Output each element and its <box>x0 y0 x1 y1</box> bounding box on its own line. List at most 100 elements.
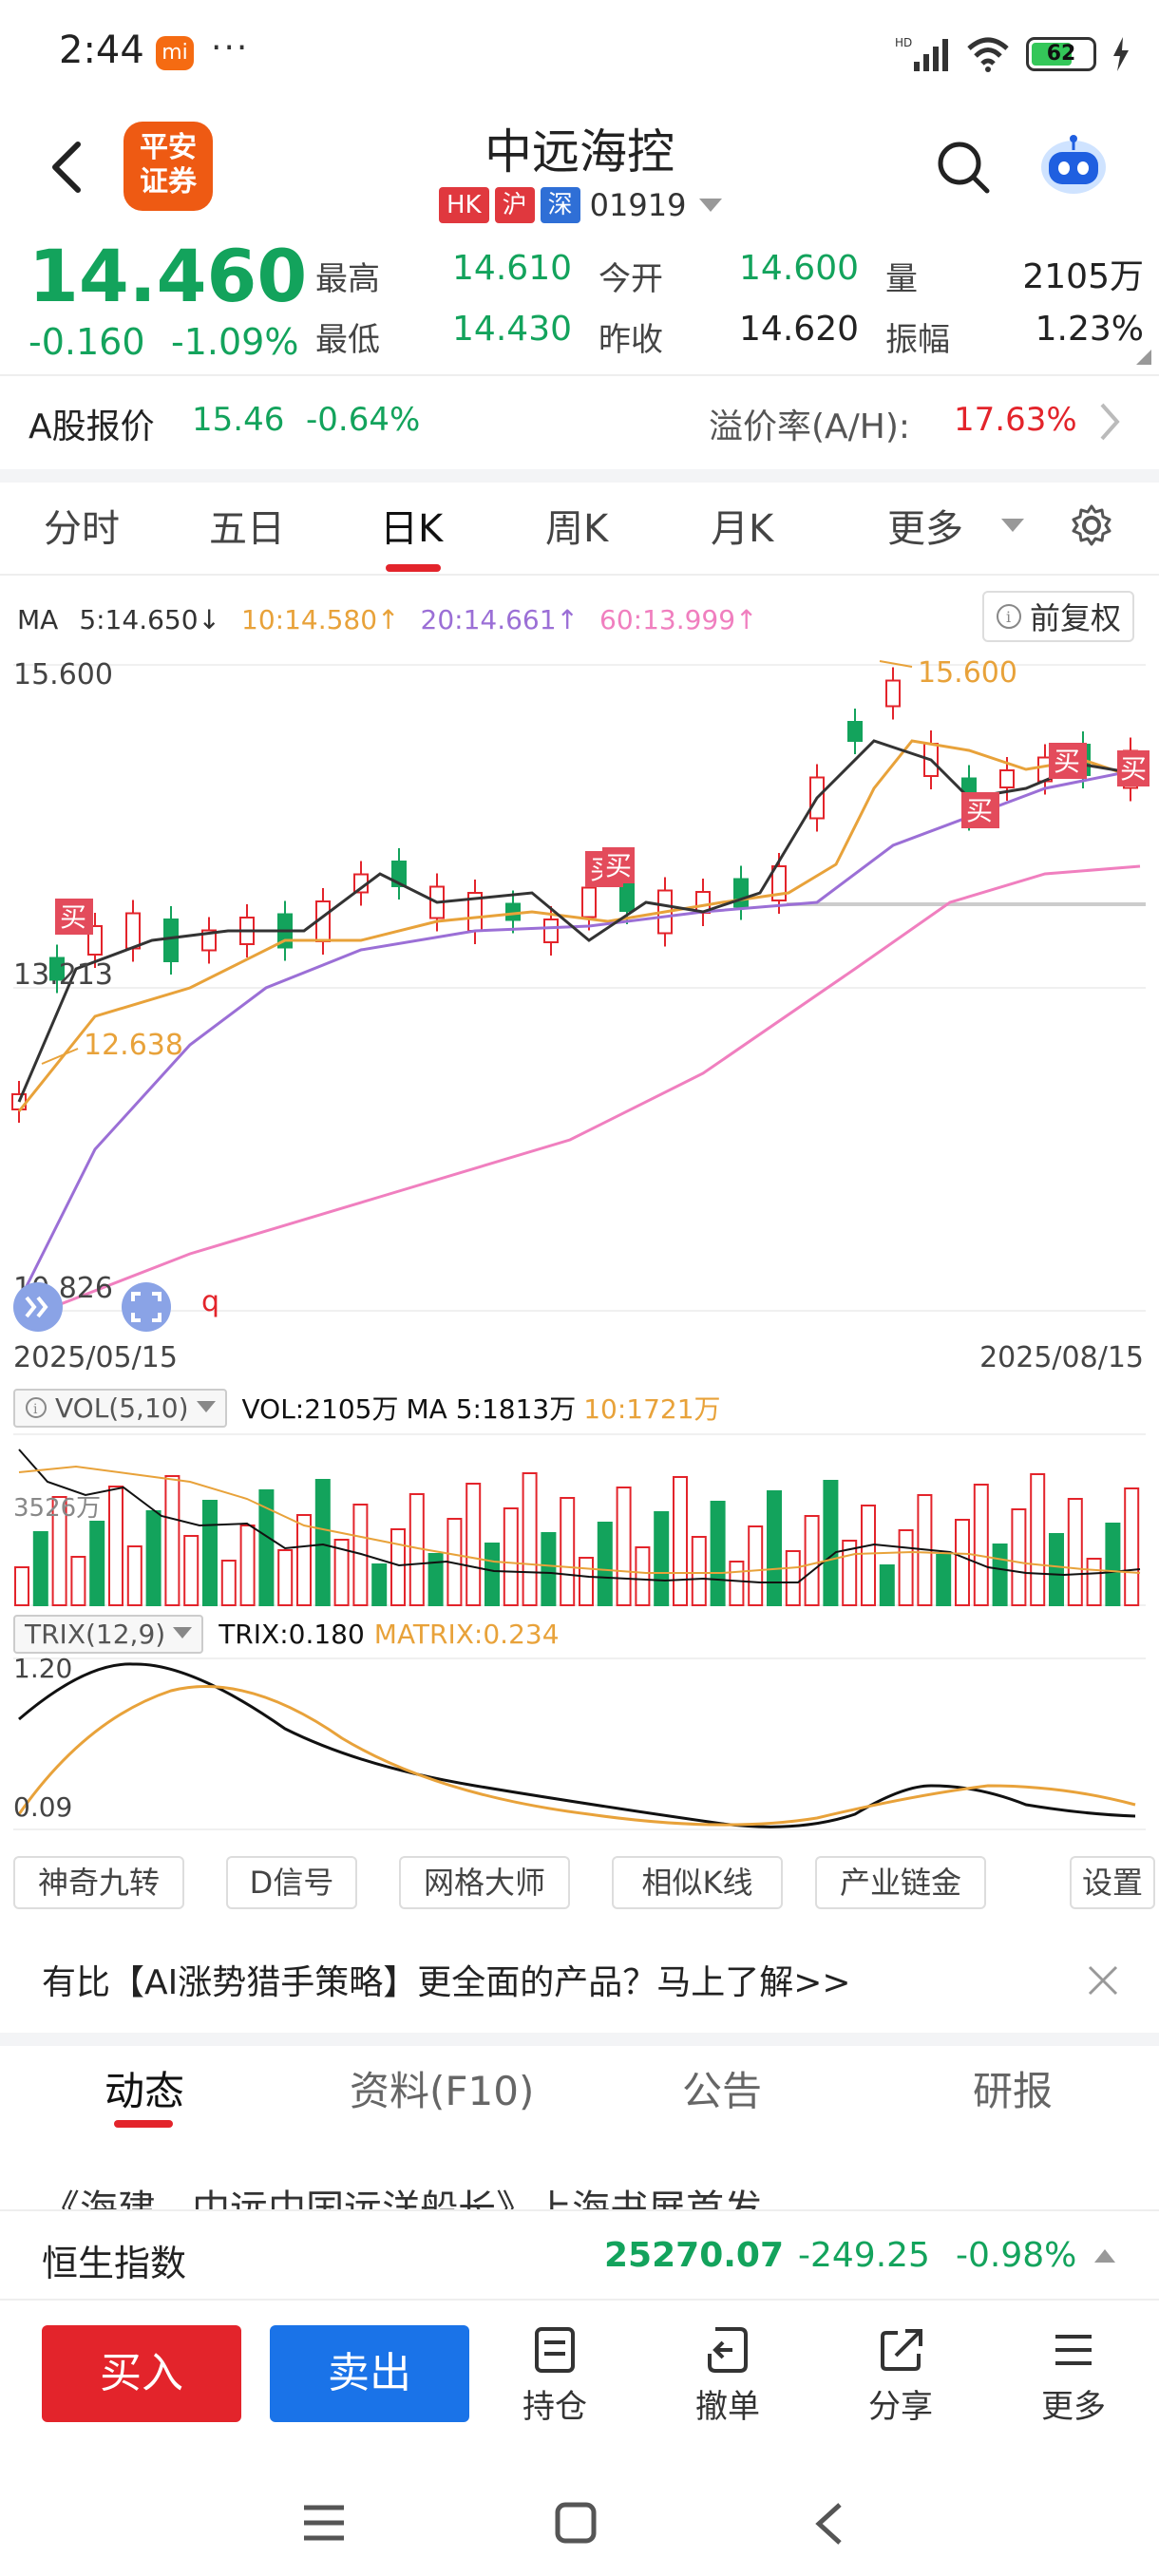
buy-marker[interactable]: 买 <box>961 792 999 828</box>
volume-bar <box>973 1484 989 1606</box>
tab-research[interactable]: 研报 <box>973 2068 1054 2114</box>
holdings-button[interactable]: 持仓 <box>498 2325 612 2427</box>
volume-bar <box>371 1563 388 1606</box>
back-icon[interactable] <box>48 139 86 196</box>
tab-weekly-k[interactable]: 周K <box>545 507 609 551</box>
broker-logo[interactable]: 平安 证券 <box>124 122 213 211</box>
trix-legend[interactable]: TRIX(12,9) TRIX:0.180 MATRIX:0.234 <box>13 1614 560 1654</box>
cancel-order-button[interactable]: 撤单 <box>671 2325 785 2427</box>
volume-bar <box>70 1556 86 1606</box>
close-icon[interactable] <box>1087 1964 1119 1997</box>
a-share-change: -0.64% <box>306 401 421 439</box>
vol-indicator-selector[interactable]: i VOL(5,10) <box>13 1388 227 1428</box>
index-ticker[interactable]: 恒生指数 25270.07 -249.25 -0.98% <box>0 2209 1159 2301</box>
tab-news[interactable]: 动态 <box>104 2068 185 2114</box>
chevron-down-icon <box>196 1401 216 1412</box>
cancel-order-icon <box>708 2327 748 2373</box>
tool-d-signal[interactable]: D信号 <box>226 1856 357 1909</box>
gear-icon[interactable] <box>1070 503 1113 547</box>
share-button[interactable]: 分享 <box>844 2325 958 2427</box>
buy-button[interactable]: 买入 <box>42 2325 241 2422</box>
tag-sh: 沪 <box>494 187 535 223</box>
adjust-label: 前复权 <box>1029 600 1121 636</box>
candle-body <box>885 679 901 708</box>
buy-marker[interactable]: 买 <box>602 847 635 883</box>
trix-chart[interactable]: 1.20 0.09 <box>0 1653 1159 1833</box>
a-share-row[interactable]: A股报价 15.46 -0.64% 溢价率(A/H): 17.63% <box>0 376 1159 467</box>
tab-monthly-k[interactable]: 月K <box>711 507 774 551</box>
news-peek[interactable]: 《海建...中远中国远洋船长》上海书展首发 <box>42 2188 763 2209</box>
stock-code-selector[interactable]: HK 沪 深 01919 <box>439 186 723 224</box>
tab-five-day[interactable]: 五日 <box>209 507 285 551</box>
volume-legend[interactable]: i VOL(5,10) VOL:2105万 MA 5:1813万 10:1721… <box>13 1388 721 1428</box>
date-start: 2025/05/15 <box>13 1341 178 1374</box>
volume-bar <box>710 1501 726 1606</box>
label-open: 今开 <box>598 260 663 298</box>
tab-announcements[interactable]: 公告 <box>682 2068 763 2114</box>
volume-bar <box>522 1472 538 1606</box>
mi-notification-icon: mi <box>156 36 194 70</box>
vol-ma10-line <box>18 1465 1141 1574</box>
tool-industry-chain[interactable]: 产业链金 <box>815 1856 986 1909</box>
ma5-value: 5:14.650↓ <box>79 603 220 635</box>
buy-marker-label: 买 <box>1120 753 1147 785</box>
home-icon[interactable] <box>555 2502 597 2544</box>
ai-assistant-icon[interactable] <box>1036 131 1112 199</box>
buy-marker[interactable]: 买 <box>1117 750 1150 786</box>
volume-bar <box>804 1515 820 1606</box>
status-bar: 2:44 mi ··· HD 62 <box>0 0 1159 104</box>
ma60-line <box>18 864 1141 1322</box>
volume-bar <box>314 1479 331 1606</box>
volume-chart[interactable]: 3526万 <box>0 1430 1159 1609</box>
tab-more[interactable]: 更多 <box>887 507 963 551</box>
index-change: -249.25 <box>798 2236 930 2275</box>
trix-indicator-selector[interactable]: TRIX(12,9) <box>13 1614 204 1654</box>
tag-sz: 深 <box>540 187 580 223</box>
tab-f10[interactable]: 资料(F10) <box>350 2068 535 2114</box>
volume-bar <box>239 1525 256 1606</box>
volume-bar <box>32 1531 48 1606</box>
more-button[interactable]: 更多 <box>1016 2325 1130 2427</box>
buy-marker[interactable]: 买 <box>55 899 93 935</box>
adjust-button[interactable]: i 前复权 <box>982 591 1134 642</box>
chevron-down-icon <box>1001 519 1024 532</box>
volume-bar <box>1086 1558 1102 1606</box>
ma-legend[interactable]: MA 5:14.650↓ 10:14.580↑ 20:14.661↑ 60:13… <box>17 600 758 638</box>
buy-marker-label: 买 <box>1054 746 1080 777</box>
search-icon[interactable] <box>935 139 992 196</box>
nav-back-icon[interactable] <box>813 2502 844 2546</box>
expand-panel-icon[interactable] <box>13 1282 63 1332</box>
volume-bar <box>258 1489 275 1606</box>
premium-value: 17.63% <box>954 401 1077 439</box>
buy-marker-label: 买 <box>966 795 993 826</box>
buy-marker-label: 买 <box>60 901 86 933</box>
kline-chart[interactable]: 15.600 13.213 10.826 15.600 12.638 买 买 买… <box>0 655 1159 1339</box>
system-nav-bar <box>0 2449 1159 2576</box>
fullscreen-icon[interactable] <box>122 1282 171 1332</box>
chevron-right-icon <box>1100 403 1120 441</box>
charging-icon <box>1113 37 1129 71</box>
expand-corner-icon[interactable] <box>1136 350 1151 365</box>
divider <box>0 574 1159 576</box>
buy-marker[interactable]: 买 <box>1049 743 1087 779</box>
tool-settings[interactable]: 设置 <box>1070 1856 1155 1909</box>
a-share-price: 15.46 <box>192 401 285 439</box>
volume-bar <box>992 1544 1008 1606</box>
volume-bar <box>1030 1473 1046 1606</box>
volume-bar <box>579 1557 594 1606</box>
volume-bar <box>748 1525 764 1606</box>
holdings-label: 持仓 <box>522 2388 587 2426</box>
tool-grid-master[interactable]: 网格大师 <box>399 1856 570 1909</box>
tool-similar-k[interactable]: 相似K线 <box>612 1856 783 1909</box>
promo-banner[interactable]: 有比【AI涨势猎手策略】更全面的产品？马上了解>> <box>0 1928 1159 2033</box>
tab-intraday[interactable]: 分时 <box>44 507 120 551</box>
volume-bar <box>202 1500 218 1606</box>
sell-button[interactable]: 卖出 <box>270 2325 469 2422</box>
volume-bar <box>541 1532 557 1606</box>
vol-label: VOL(5,10) <box>55 1392 189 1424</box>
recents-icon[interactable] <box>302 2504 346 2542</box>
tool-nine-turns[interactable]: 神奇九转 <box>13 1856 184 1909</box>
tab-daily-k[interactable]: 日K <box>380 507 444 551</box>
share-icon <box>881 2329 922 2371</box>
svg-text:i: i <box>1006 608 1011 626</box>
